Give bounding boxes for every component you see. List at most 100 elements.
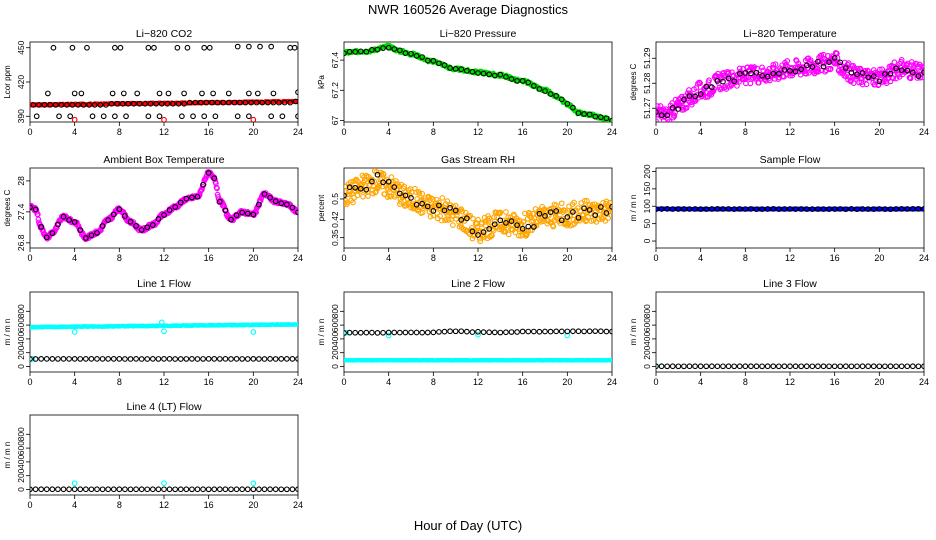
data-point <box>131 100 137 107</box>
data-point <box>703 83 710 90</box>
data-point <box>859 81 866 88</box>
data-point <box>116 356 123 362</box>
data-point <box>882 206 888 212</box>
data-point <box>582 208 589 215</box>
data-point <box>753 363 760 370</box>
data-point <box>848 69 855 76</box>
y-tick-label: 400 <box>330 332 340 346</box>
data-point <box>205 170 212 176</box>
data-point <box>30 486 33 493</box>
data-point <box>714 206 721 212</box>
data-point <box>608 212 612 219</box>
y-tick-label: 0.5 <box>330 193 340 205</box>
series-averages <box>344 328 612 336</box>
data-point <box>497 209 504 216</box>
data-point <box>233 212 240 219</box>
x-tick-label: 8 <box>431 127 436 137</box>
data-point <box>55 356 61 362</box>
data-point <box>161 480 167 487</box>
data-point <box>666 118 673 122</box>
data-point <box>876 206 883 212</box>
data-point <box>175 100 182 107</box>
data-point <box>430 58 437 64</box>
data-point <box>452 328 459 335</box>
data-point <box>268 113 275 120</box>
data-point <box>225 99 232 106</box>
data-point <box>748 206 754 212</box>
data-point <box>58 102 65 108</box>
data-point <box>256 486 262 493</box>
data-point <box>759 72 765 79</box>
data-point <box>116 206 123 213</box>
data-point <box>764 206 771 212</box>
data-point <box>751 64 758 70</box>
data-point <box>809 64 816 70</box>
data-point <box>714 363 721 370</box>
data-point <box>854 363 860 370</box>
data-point <box>291 44 298 51</box>
data-point <box>116 486 123 493</box>
data-point <box>491 218 498 225</box>
data-point <box>519 225 526 232</box>
x-tick-label: 12 <box>159 253 169 263</box>
data-point <box>214 99 221 106</box>
data-point <box>244 210 251 217</box>
x-tick-label: 4 <box>72 127 77 137</box>
data-point <box>346 184 353 191</box>
data-point <box>548 205 554 212</box>
data-point <box>508 329 515 335</box>
data-point <box>898 67 905 74</box>
data-point <box>166 355 173 362</box>
data-point <box>837 59 844 66</box>
data-point <box>71 329 78 335</box>
data-point <box>441 207 448 214</box>
y-axis-label: m / m n <box>3 442 12 469</box>
data-point <box>581 111 587 117</box>
data-point <box>742 363 749 370</box>
y-tick-label: 200 <box>16 345 26 359</box>
y-tick-label: 450 <box>16 40 26 54</box>
data-point <box>480 70 487 77</box>
series-averages <box>30 98 298 108</box>
data-point <box>156 113 163 120</box>
data-point <box>697 80 703 87</box>
data-point <box>71 480 78 487</box>
y-tick-label: 50 <box>642 219 652 229</box>
data-point <box>222 207 229 214</box>
data-point <box>189 486 195 493</box>
data-point <box>250 116 257 122</box>
data-point <box>158 100 165 107</box>
y-tick-label: 800 <box>642 304 652 318</box>
data-point <box>133 223 139 229</box>
data-point <box>237 99 243 106</box>
data-point <box>787 206 793 212</box>
data-point <box>381 191 388 197</box>
data-point <box>770 206 777 212</box>
data-point <box>52 102 59 108</box>
data-point <box>826 59 832 65</box>
data-point <box>360 193 366 200</box>
data-point <box>357 329 364 336</box>
data-point <box>564 332 571 339</box>
data-point <box>898 363 905 370</box>
data-point <box>200 181 206 188</box>
data-point <box>692 363 698 370</box>
data-point <box>149 486 156 493</box>
data-point <box>198 99 204 106</box>
data-point <box>742 206 749 212</box>
data-point <box>136 100 143 107</box>
data-point <box>854 71 860 78</box>
data-point <box>894 64 901 70</box>
y-tick-label: 150 <box>642 182 652 196</box>
data-point <box>609 328 612 335</box>
data-point <box>239 209 246 216</box>
data-point <box>41 102 48 108</box>
data-point <box>775 363 782 370</box>
data-point <box>385 329 392 336</box>
data-point <box>815 363 821 370</box>
x-tick-label: 8 <box>117 253 122 263</box>
data-point <box>189 356 195 362</box>
x-tick-label: 4 <box>386 377 391 387</box>
